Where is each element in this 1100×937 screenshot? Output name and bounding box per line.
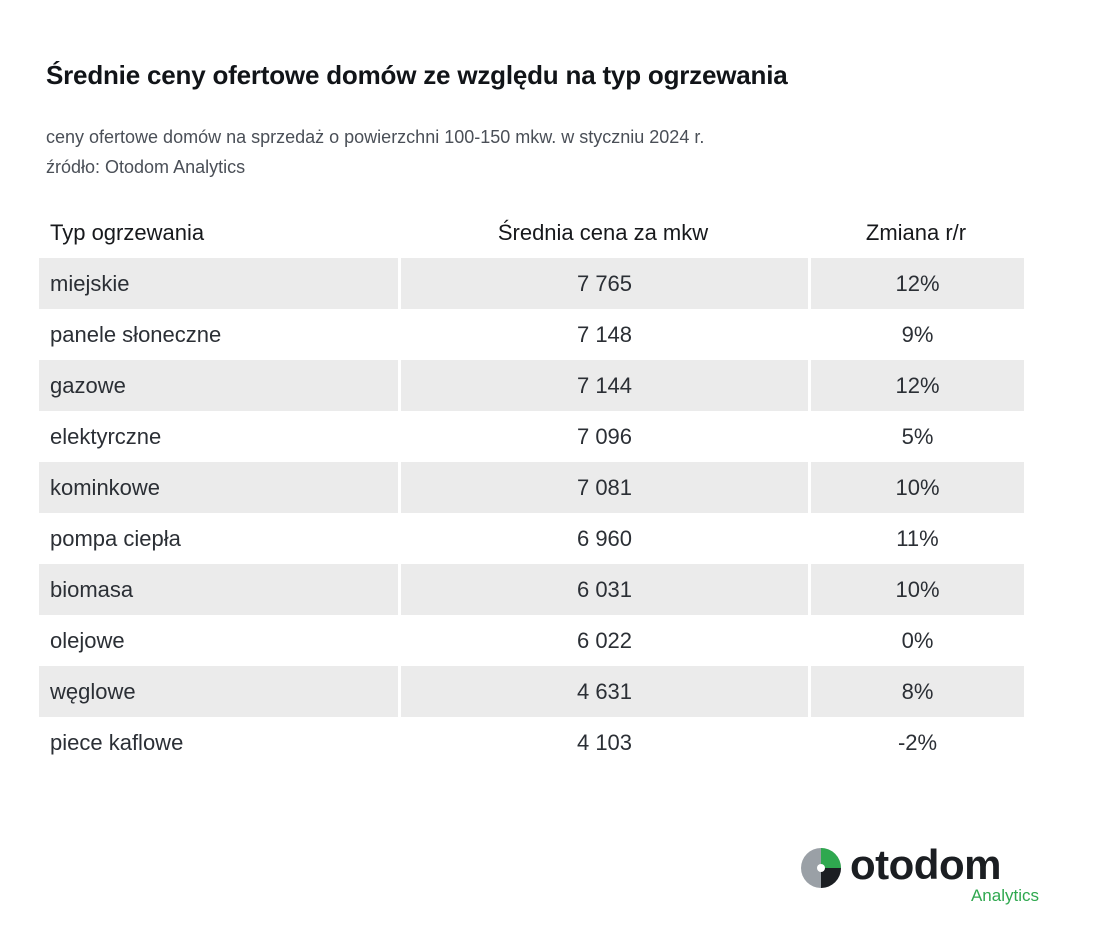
cell-yoy-change: 10% [808, 462, 1024, 513]
price-table: Typ ogrzewania Średnia cena za mkw Zmian… [39, 207, 1024, 768]
cell-yoy-change: 5% [808, 411, 1024, 462]
cell-heating-type: gazowe [39, 360, 398, 411]
cell-average-price: 7 096 [398, 411, 808, 462]
cell-heating-type: biomasa [39, 564, 398, 615]
table-row: elektyrczne 7 096 5% [39, 411, 1024, 462]
table-row: węglowe 4 631 8% [39, 666, 1024, 717]
cell-heating-type: piece kaflowe [50, 729, 184, 755]
logo-subtitle: Analytics [970, 886, 1039, 905]
table-row: panele słoneczne 7 148 9% [39, 309, 1024, 360]
page-title: Średnie ceny ofertowe domów ze względu n… [46, 60, 788, 90]
table-row: kominkowe 7 081 10% [39, 462, 1024, 513]
cell-yoy-change: -2% [808, 717, 1024, 768]
cell-heating-type: panele słoneczne [50, 321, 222, 347]
subtitle-source: źródło: Otodom Analytics [46, 157, 246, 177]
cell-heating-type: olejowe [50, 627, 125, 653]
cell-average-price: 7 765 [398, 258, 808, 309]
table-header-row: Typ ogrzewania Średnia cena za mkw Zmian… [39, 207, 1024, 258]
table-row: pompa ciepła 6 960 11% [39, 513, 1024, 564]
table-row: miejskie 7 765 12% [39, 258, 1024, 309]
cell-heating-type: pompa ciepła [50, 525, 181, 551]
cell-heating-type: elektyrczne [50, 423, 162, 449]
table-row: olejowe 6 022 0% [39, 615, 1024, 666]
logo-wordmark: otodom [850, 841, 1001, 888]
otodom-analytics-logo: otodom Analytics [800, 840, 1045, 910]
table-row: piece kaflowe 4 103 -2% [39, 717, 1024, 768]
cell-yoy-change: 12% [808, 360, 1024, 411]
subtitle-description: ceny ofertowe domów na sprzedaż o powier… [46, 127, 705, 147]
cell-yoy-change: 12% [808, 258, 1024, 309]
cell-average-price: 6 031 [398, 564, 808, 615]
cell-average-price: 4 631 [398, 666, 808, 717]
table-body: miejskie 7 765 12% panele słoneczne 7 148 9% g… [39, 258, 1024, 768]
cell-average-price: 7 081 [398, 462, 808, 513]
otodom-logo-icon [801, 848, 841, 888]
table-row: biomasa 6 031 10% [39, 564, 1024, 615]
cell-average-price: 6 022 [398, 615, 808, 666]
subtitle: ceny ofertowe domów na sprzedaż o powier… [46, 122, 704, 182]
cell-heating-type: węglowe [39, 666, 398, 717]
cell-yoy-change: 0% [808, 615, 1024, 666]
table-row: gazowe 7 144 12% [39, 360, 1024, 411]
cell-heating-type: kominkowe [39, 462, 398, 513]
column-header-change: Zmiana r/r [865, 219, 967, 245]
cell-heating-type: miejskie [39, 258, 398, 309]
cell-yoy-change: 8% [808, 666, 1024, 717]
cell-average-price: 4 103 [398, 717, 808, 768]
cell-yoy-change: 11% [808, 513, 1024, 564]
cell-average-price: 7 144 [398, 360, 808, 411]
column-header-price: Średnia cena za mkw [497, 219, 709, 245]
cell-yoy-change: 10% [808, 564, 1024, 615]
cell-average-price: 6 960 [398, 513, 808, 564]
cell-yoy-change: 9% [808, 309, 1024, 360]
column-header-type: Typ ogrzewania [50, 219, 205, 245]
cell-average-price: 7 148 [398, 309, 808, 360]
